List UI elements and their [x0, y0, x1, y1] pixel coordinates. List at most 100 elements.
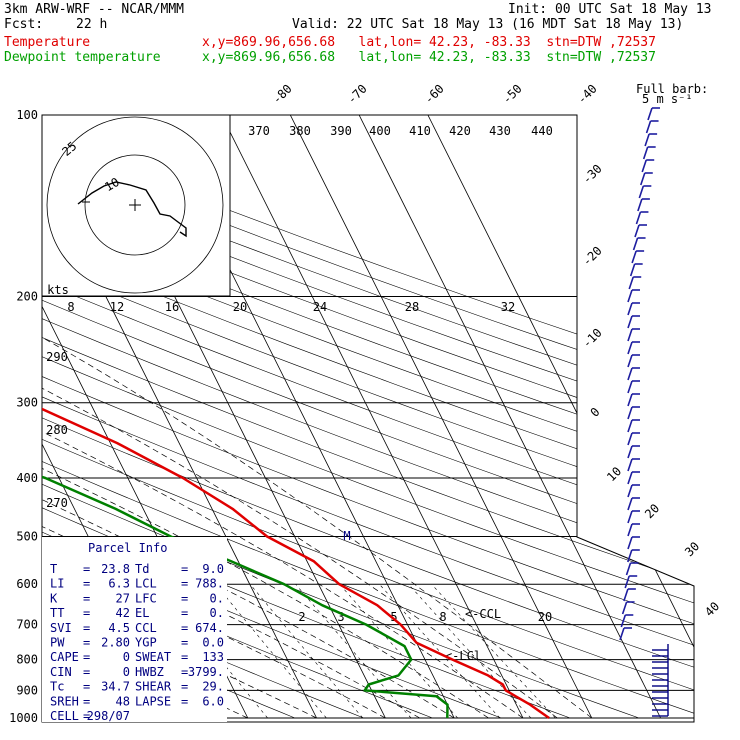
- parcel-value: 6.3: [108, 577, 130, 591]
- parcel-value: 298/07: [87, 709, 130, 723]
- mixing-ratio-label: 2: [298, 610, 305, 624]
- isotherm-tick-label: 40: [702, 599, 722, 619]
- wind-barb: [644, 133, 650, 147]
- parcel-value: 0.: [210, 591, 224, 605]
- mixing-ratio-label: 20: [233, 300, 247, 314]
- theta-tick-label: 380: [289, 124, 311, 138]
- hodograph-ring: [84, 154, 186, 256]
- parcel-key: CCL: [135, 621, 157, 635]
- wind-barb: [647, 107, 653, 121]
- dry-adiabat-line: [42, 115, 694, 719]
- mixing-ratio-label: 12: [110, 300, 124, 314]
- mixing-ratio-label: 8: [67, 300, 74, 314]
- lcl-annotation: <-LCl: [445, 649, 481, 663]
- wind-barb: [645, 120, 652, 134]
- parcel-value: 9.0: [202, 562, 224, 576]
- mixing-ratio-line: [249, 584, 364, 719]
- wind-barb: [619, 627, 625, 641]
- pressure-tick-label: 200: [16, 290, 38, 304]
- wind-barb: [627, 471, 633, 485]
- parcel-value: 133: [202, 650, 224, 664]
- parcel-eq: =: [181, 621, 188, 635]
- parcel-value: 3799.: [188, 665, 224, 679]
- parcel-value: 23.8: [101, 562, 130, 576]
- wind-barb: [627, 523, 633, 537]
- valid-time: Valid: 22 UTC Sat 18 May 13 (16 MDT Sat …: [292, 17, 684, 32]
- wind-barb: [631, 250, 637, 264]
- dry-adiabat-line: [42, 115, 694, 719]
- dry-adiabat-line: [42, 115, 694, 719]
- parcel-key: HWBZ: [135, 665, 164, 679]
- wind-barb: [628, 276, 634, 290]
- isotherm-tick-label: 0: [588, 405, 603, 420]
- parcel-value: 29.: [202, 680, 224, 694]
- wind-barb: [642, 146, 649, 160]
- mixing-ratio-label: 28: [405, 300, 419, 314]
- parcel-value: 2.80: [101, 636, 130, 650]
- parcel-key: LAPSE: [135, 694, 171, 708]
- parcel-eq: =: [83, 694, 90, 708]
- isotherm-line: [358, 115, 661, 719]
- model-title: 3km ARW-WRF -- NCAR/MMM: [4, 2, 185, 17]
- pressure-tick-label: 500: [16, 529, 38, 543]
- wind-barb: [627, 497, 633, 511]
- parcel-value: 42: [116, 606, 130, 620]
- dry-adiabat-line: [42, 115, 694, 719]
- pressure-tick-label: 100: [16, 108, 38, 122]
- isotherm-line: [289, 115, 593, 719]
- temperature-legend-label: Temperature: [4, 35, 91, 50]
- wind-barb: [627, 380, 633, 394]
- parcel-key: SREH: [50, 694, 79, 708]
- pressure-tick-label: 600: [16, 577, 38, 591]
- dry-adiabat-line: [42, 115, 694, 719]
- parcel-eq: =: [83, 650, 90, 664]
- isotherm-tick-label: -40: [575, 82, 600, 107]
- mixing-ratio-label: 24: [313, 300, 327, 314]
- parcel-key: Tc: [50, 680, 64, 694]
- parcel-key: SHEAR: [135, 680, 172, 694]
- mixing-ratio-label: 5: [390, 610, 397, 624]
- parcel-eq: =: [181, 577, 188, 591]
- parcel-eq: =: [83, 665, 90, 679]
- hodograph-trace: [77, 181, 187, 238]
- pressure-tick-label: 300: [16, 396, 38, 410]
- parcel-eq: =: [181, 636, 188, 650]
- wind-barb: [627, 354, 633, 368]
- dry-adiabat-line: [42, 115, 694, 719]
- parcel-eq: =: [83, 636, 90, 650]
- parcel-key: PW: [50, 636, 65, 650]
- theta-tick-label: 420: [449, 124, 471, 138]
- mixing-ratio-line: [159, 584, 268, 719]
- wind-barb: [620, 614, 627, 628]
- parcel-info-box: [42, 537, 227, 722]
- wind-barb: [629, 263, 636, 277]
- wind-barb: [627, 484, 633, 498]
- parcel-eq: =: [181, 694, 188, 708]
- theta-tick-label: 400: [369, 124, 391, 138]
- wind-barb: [638, 185, 645, 199]
- wind-barb: [641, 159, 647, 173]
- parcel-key: T: [50, 562, 57, 576]
- isotherm-tick-label: -70: [345, 82, 370, 107]
- temperature-trace: [42, 115, 550, 720]
- theta-tick-label: 430: [489, 124, 511, 138]
- wind-barb: [627, 445, 633, 459]
- isotherm-tick-label: -20: [580, 244, 605, 269]
- theta-tick-label: 390: [330, 124, 352, 138]
- isotherm-tick-label: -30: [580, 162, 605, 187]
- dry-adiabat-line: [42, 115, 694, 719]
- parcel-eq: =: [181, 665, 188, 679]
- parcel-key: TT: [50, 606, 64, 620]
- full-barb-value: 5 m s⁻¹: [642, 92, 693, 106]
- wind-barb: [624, 575, 630, 589]
- wind-barb: [634, 224, 640, 238]
- parcel-value: 0.: [210, 606, 224, 620]
- parcel-value: 6.0: [202, 694, 224, 708]
- parcel-key: LFC: [135, 591, 157, 605]
- dry-adiabat-line: [42, 115, 694, 719]
- parcel-eq: =: [181, 562, 188, 576]
- isotherm-tick-label: -80: [270, 82, 295, 107]
- wind-barb: [627, 549, 633, 563]
- wind-barb: [627, 302, 633, 316]
- wind-barb: [627, 315, 633, 329]
